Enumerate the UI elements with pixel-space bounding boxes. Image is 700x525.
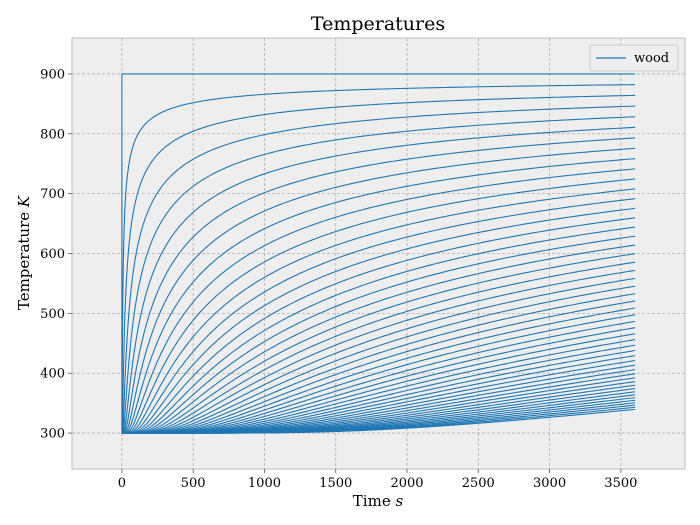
x-axis-ticks: 0 500 1000 1500 2000 2500 3000 3500 — [118, 469, 637, 491]
legend: wood — [589, 44, 679, 72]
y-tick-label: 500 — [40, 307, 65, 322]
y-axis-ticks: 300 400 500 600 700 800 900 — [40, 67, 72, 442]
temperature-curve — [121, 116, 636, 434]
y-tick-label: 900 — [40, 67, 65, 82]
temperature-curve — [121, 94, 636, 434]
temperature-curve — [121, 158, 636, 434]
x-tick-label: 3000 — [533, 476, 566, 491]
temperature-curve — [121, 168, 636, 434]
y-tick-label: 300 — [40, 427, 65, 442]
temperature-curve — [121, 188, 636, 434]
x-tick-label: 0 — [118, 476, 126, 491]
temperature-curve — [121, 137, 636, 434]
x-tick-label: 2000 — [390, 476, 423, 491]
y-tick-label: 800 — [40, 127, 65, 142]
temperature-curve — [121, 126, 636, 434]
temperature-curve — [121, 408, 636, 434]
temperature-curve — [121, 73, 636, 434]
x-tick-label: 1000 — [248, 476, 281, 491]
temperature-curve — [121, 178, 636, 434]
y-axis-label: Temperature K — [15, 195, 33, 310]
legend-box — [589, 44, 679, 72]
x-tick-label: 500 — [181, 476, 206, 491]
temperature-curve — [121, 84, 636, 434]
x-tick-label: 1500 — [319, 476, 352, 491]
x-tick-label: 2500 — [462, 476, 495, 491]
temperature-curve — [121, 105, 636, 434]
chart-title: Temperatures — [311, 13, 445, 35]
y-tick-label: 600 — [40, 247, 65, 262]
x-axis-label: Time s — [353, 492, 404, 510]
legend-label: wood — [634, 51, 669, 66]
y-tick-label: 400 — [40, 367, 65, 382]
temperature-curve — [121, 147, 636, 434]
temperature-curve — [121, 207, 636, 434]
y-tick-label: 700 — [40, 187, 65, 202]
temperature-curve — [121, 198, 636, 434]
series-wood — [121, 73, 636, 434]
x-tick-label: 3500 — [604, 476, 637, 491]
